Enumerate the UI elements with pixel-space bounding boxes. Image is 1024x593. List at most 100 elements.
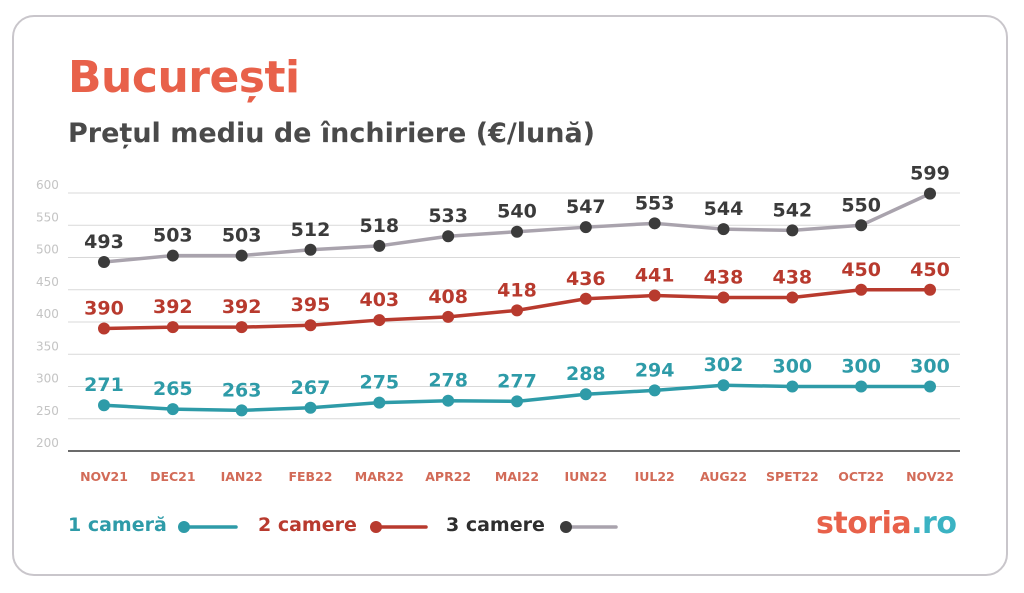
data-label: 403 — [359, 289, 399, 311]
chart-card — [12, 15, 1008, 576]
legend-label-1-camera: 1 cameră — [68, 514, 167, 536]
data-label: 392 — [222, 296, 262, 318]
data-point — [786, 224, 799, 237]
data-point — [786, 291, 799, 304]
x-axis-ticks: NOV21 DEC21 IAN22 FEB22 MAR22 APR22 MAI22 IUN22… — [80, 469, 954, 484]
data-point — [579, 292, 592, 305]
legend-label-2-camere: 2 camere — [258, 514, 357, 536]
data-label: 277 — [497, 370, 537, 392]
data-label: 300 — [910, 356, 950, 378]
legend-item-2-camere: 2 camere — [258, 514, 357, 536]
logo-text-storia: storia — [816, 506, 912, 541]
data-point — [98, 256, 110, 269]
data-label: 265 — [153, 378, 193, 400]
data-label: 533 — [428, 205, 468, 227]
data-point — [648, 289, 661, 302]
x-tick-label: MAI22 — [495, 469, 539, 484]
data-point — [579, 388, 592, 401]
y-tick-label: 550 — [36, 210, 59, 224]
data-label: 450 — [910, 259, 950, 281]
data-label: 390 — [84, 297, 124, 319]
data-label: 438 — [704, 266, 744, 288]
data-label: 263 — [222, 379, 262, 401]
y-tick-label: 600 — [36, 178, 59, 192]
data-label: 540 — [497, 201, 537, 223]
data-label: 300 — [772, 356, 812, 378]
data-point — [166, 321, 179, 334]
data-labels: 271 265 263 267 275 278 277 288 294 302 300 300 300 3… — [84, 163, 950, 402]
data-point — [235, 321, 248, 334]
data-point — [786, 380, 799, 393]
x-tick-label: OCT22 — [838, 469, 884, 484]
data-label: 300 — [841, 356, 881, 378]
data-point — [924, 187, 936, 200]
data-label: 493 — [84, 231, 124, 253]
y-tick-label: 450 — [36, 275, 59, 289]
y-tick-label: 350 — [36, 339, 59, 353]
y-tick-label: 200 — [36, 436, 59, 450]
data-label: 441 — [635, 265, 675, 287]
data-label: 544 — [704, 198, 744, 220]
data-label: 395 — [291, 294, 331, 316]
data-label: 553 — [635, 192, 675, 214]
y-tick-label: 400 — [36, 307, 59, 321]
y-tick-label: 250 — [36, 404, 59, 418]
legend-item-1-camera: 1 cameră — [68, 514, 167, 536]
data-label: 503 — [153, 225, 193, 247]
legend-markers — [178, 521, 618, 533]
data-label: 436 — [566, 268, 606, 290]
data-point — [442, 310, 455, 323]
data-label: 271 — [84, 374, 124, 396]
x-tick-label: NOV21 — [80, 469, 128, 484]
data-point — [98, 322, 110, 335]
x-tick-label: AUG22 — [700, 469, 747, 484]
x-tick-label: SPET22 — [766, 469, 819, 484]
legend-label-3-camere: 3 camere — [446, 514, 545, 536]
data-label: 550 — [841, 194, 881, 216]
data-point — [855, 283, 868, 296]
data-point — [511, 395, 523, 408]
x-tick-label: NOV22 — [906, 469, 954, 484]
y-tick-label: 300 — [36, 372, 59, 386]
data-label: 288 — [566, 363, 606, 385]
data-point — [98, 399, 110, 412]
legend-dot-1 — [178, 521, 190, 533]
data-label: 302 — [704, 354, 744, 376]
data-label: 438 — [772, 266, 812, 288]
data-point — [373, 396, 386, 409]
x-tick-label: IAN22 — [221, 469, 263, 484]
data-point — [717, 379, 730, 392]
data-label: 267 — [291, 377, 331, 399]
data-label: 599 — [910, 163, 950, 185]
data-point — [855, 380, 868, 393]
data-point — [235, 404, 248, 417]
x-tick-label: FEB22 — [288, 469, 332, 484]
data-point — [373, 314, 386, 327]
legend-dot-2 — [370, 521, 382, 533]
x-tick-label: DEC21 — [150, 469, 195, 484]
data-point — [511, 304, 523, 317]
logo-text-ro: .ro — [911, 506, 957, 541]
storia-logo[interactable]: storia.ro — [816, 506, 957, 541]
data-label: 408 — [428, 286, 468, 308]
data-label: 278 — [428, 370, 468, 392]
data-label: 294 — [635, 359, 675, 381]
data-point — [717, 291, 730, 304]
data-point — [648, 217, 661, 230]
data-label: 518 — [359, 215, 399, 237]
data-point — [304, 319, 317, 332]
data-point — [442, 230, 455, 243]
data-point — [511, 225, 523, 238]
legend-dot-3 — [560, 521, 572, 533]
data-label: 503 — [222, 225, 262, 247]
data-point — [304, 401, 317, 414]
data-label: 542 — [772, 199, 812, 221]
x-tick-label: MAR22 — [355, 469, 404, 484]
data-point — [166, 249, 179, 262]
x-tick-label: IUN22 — [564, 469, 607, 484]
data-label: 392 — [153, 296, 193, 318]
data-point — [924, 283, 936, 296]
data-point — [648, 384, 661, 397]
y-tick-label: 500 — [36, 243, 59, 257]
